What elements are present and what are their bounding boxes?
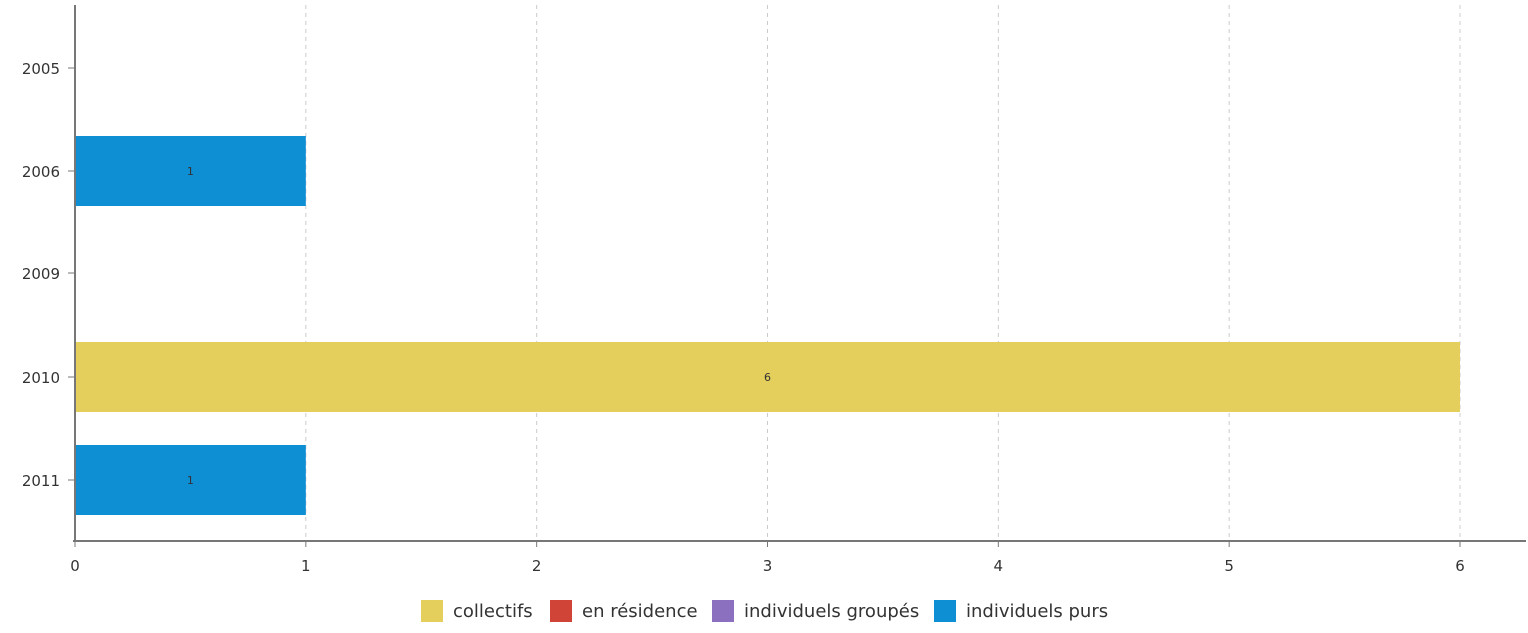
x-tick-label-1: 1: [301, 557, 311, 575]
x-tick-label-0: 0: [70, 557, 80, 575]
y-tick-label-2006: 2006: [22, 163, 60, 181]
bar-2006-individuels-purs: [75, 136, 306, 206]
legend-label-individuels-groupes: individuels groupés: [744, 601, 919, 622]
legend-swatch-collectifs: [421, 600, 443, 622]
legend-label-en-residence: en résidence: [582, 601, 698, 622]
x-tick-label-2: 2: [532, 557, 542, 575]
legend-item-individuels-groupes: individuels groupés: [712, 600, 919, 622]
x-tick-label-5: 5: [1224, 557, 1234, 575]
data-label-2006: 1: [187, 165, 194, 178]
legend: collectifs en résidence individuels groupé…: [421, 600, 1108, 622]
x-tick-label-3: 3: [763, 557, 773, 575]
y-tick-label-2010: 2010: [22, 369, 60, 387]
bars: [74, 33, 1460, 515]
bar-2011-individuels-purs: [75, 445, 306, 515]
legend-item-collectifs: collectifs: [421, 600, 533, 622]
data-label-2011: 1: [187, 474, 194, 487]
grid: [305, 5, 1461, 541]
data-label-2010: 6: [764, 371, 771, 384]
legend-swatch-en-residence: [550, 600, 572, 622]
y-tick-label-2009: 2009: [22, 265, 60, 283]
axes: 0 1 2 3 4 5 6 2005 2006 2009 2010 2011: [22, 5, 1526, 575]
y-tick-label-2005: 2005: [22, 60, 60, 78]
x-tick-label-6: 6: [1455, 557, 1465, 575]
x-tick-label-4: 4: [994, 557, 1004, 575]
legend-swatch-individuels-groupes: [712, 600, 734, 622]
legend-label-individuels-purs: individuels purs: [966, 601, 1108, 622]
legend-swatch-individuels-purs: [934, 600, 956, 622]
data-labels: 1 6 1: [187, 165, 771, 487]
legend-item-en-residence: en résidence: [550, 600, 698, 622]
legend-item-individuels-purs: individuels purs: [934, 600, 1108, 622]
legend-label-collectifs: collectifs: [453, 601, 533, 622]
bar-2010-collectifs: [75, 342, 1460, 412]
y-tick-label-2011: 2011: [22, 472, 60, 490]
